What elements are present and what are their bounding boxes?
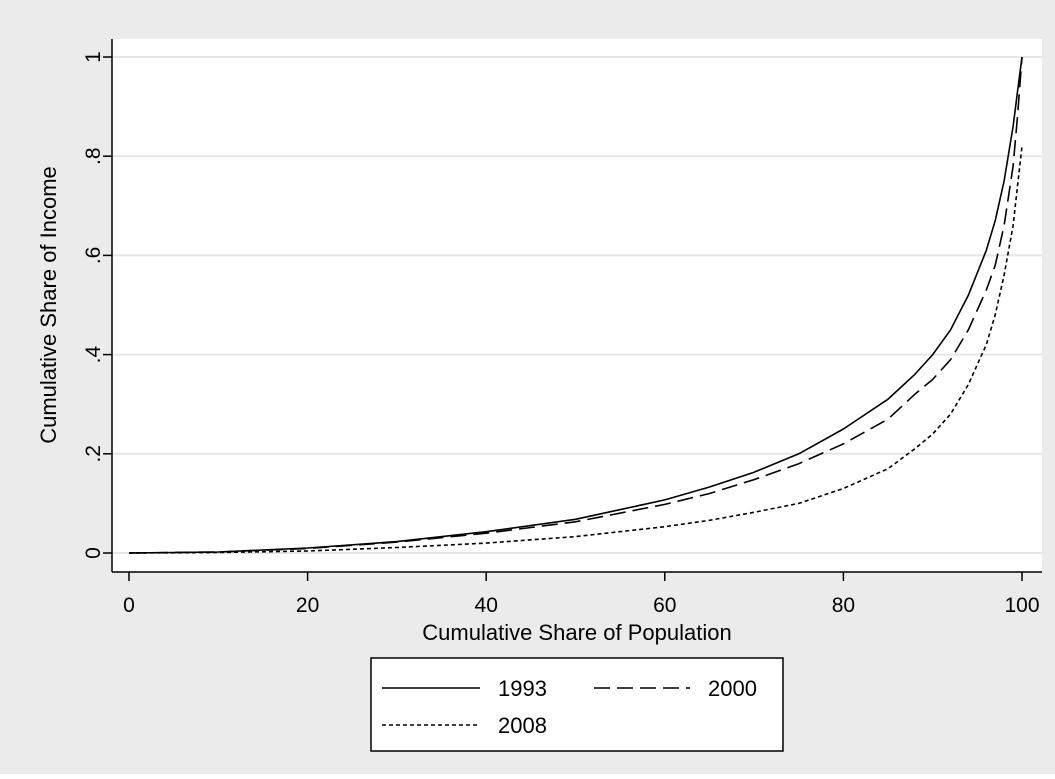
y-axis-title: Cumulative Share of Income [36, 166, 61, 444]
legend-label-1993: 1993 [498, 676, 547, 701]
x-tick-label: 100 [1004, 594, 1039, 617]
x-tick-label: 40 [475, 594, 498, 617]
legend-label-2008: 2008 [498, 713, 547, 738]
x-axis-title: Cumulative Share of Population [422, 620, 731, 645]
x-tick-label: 20 [296, 594, 319, 617]
series-line-2000 [128, 56, 1023, 554]
x-tick-label: 0 [123, 594, 135, 617]
series-lines [128, 56, 1023, 554]
y-tick-label: .4 [82, 346, 105, 364]
gridlines [112, 56, 1042, 554]
x-tick-label: 80 [832, 594, 855, 617]
series-line-2008 [128, 146, 1023, 554]
y-tick-label: 0 [82, 547, 105, 559]
y-tick-label: 1 [82, 51, 105, 63]
legend-items: 1993 2000 2008 [382, 676, 757, 738]
legend: 1993 2000 2008 [370, 657, 784, 752]
ticks: 0 .2 .4 .6 .8 1 0 20 40 60 80 100 [82, 51, 1040, 617]
y-tick-label: .2 [82, 445, 105, 463]
series-line-1993 [128, 56, 1023, 554]
legend-label-2000: 2000 [708, 676, 757, 701]
y-tick-label: .8 [82, 147, 105, 165]
legend-box [370, 657, 784, 752]
plot-area [112, 39, 1042, 572]
axes [111, 39, 1042, 573]
x-tick-label: 60 [653, 594, 676, 617]
y-tick-label: .6 [82, 247, 105, 265]
